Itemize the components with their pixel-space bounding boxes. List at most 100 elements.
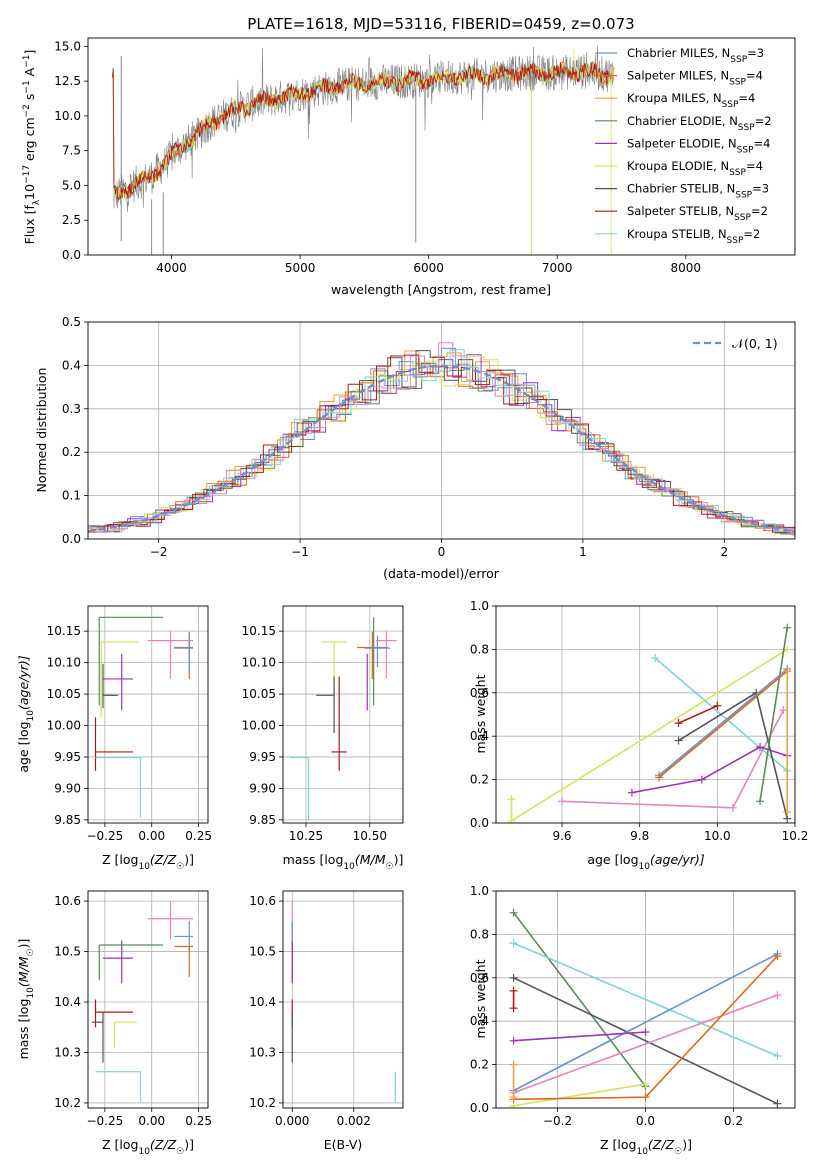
y-tick-label: 10.5 [54, 945, 81, 959]
x-tick-label: 2 [720, 545, 728, 559]
histogram-step [88, 355, 795, 533]
label-part: Chabrier STELIB, [627, 182, 727, 196]
y-tick-label: 10.05 [242, 687, 276, 701]
label-part: 10 [639, 862, 651, 872]
y-tick-label: 10.3 [54, 1045, 81, 1059]
x-tick-label: 0.2 [724, 1114, 743, 1128]
legend-entry: Salpeter ELODIE, NSSP=4 [627, 136, 770, 155]
z-weight-axes: −0.2 0.0 0.2 0.0 0.2 0.4 0.6 0.8 1.0 Z [log10(Z/Z… [470, 884, 796, 1157]
y-tick-label: 10.00 [242, 719, 276, 733]
label-part: Z [log [102, 1137, 138, 1152]
x-tick-label: 4000 [156, 261, 187, 275]
label-part: N [713, 91, 722, 105]
y-tick-label: 10.4 [249, 995, 276, 1009]
label-part: SSP [734, 213, 751, 223]
label-part: ☉ [26, 948, 36, 956]
y-tick-label: 0.2 [470, 773, 489, 787]
y-tick-label: 1.0 [470, 599, 489, 613]
x-tick-label: 5000 [285, 261, 316, 275]
label-part: −17 [22, 165, 32, 184]
label-part: 10 [138, 862, 150, 872]
legend-entry: Chabrier STELIB, NSSP=3 [627, 182, 769, 201]
y-tick-label: 9.85 [54, 813, 81, 827]
axes-frame [495, 605, 796, 824]
x-tick-label: −0.25 [86, 829, 123, 843]
y-tick-label: 12.5 [54, 74, 81, 88]
weight-line [631, 746, 788, 794]
label-part: Chabrier MILES, [627, 46, 722, 60]
label-part: A [22, 67, 37, 80]
x-axis-label: E(B-V) [324, 1137, 363, 1152]
y-tick-label: 10.05 [47, 687, 81, 701]
label-part: ☉ [176, 1147, 184, 1157]
label-part: mass [log [16, 999, 31, 1060]
label-part: ☉ [674, 1147, 682, 1157]
axes-frame [87, 37, 796, 256]
label-part: mass [log [283, 852, 344, 867]
y-tick-label: 9.90 [249, 781, 276, 795]
label-part: )] [184, 1137, 194, 1152]
x-tick-label: 0.25 [185, 1114, 212, 1128]
y-tick-label: 0.0 [470, 816, 489, 830]
label-part: 10 [138, 1147, 150, 1157]
y-tick-label: 0.1 [62, 489, 81, 503]
label-part: 10 [343, 862, 355, 872]
label-part: Kroupa MILES, [627, 91, 713, 105]
label-part: N [729, 114, 738, 128]
x-tick-label: 9.8 [630, 829, 649, 843]
y-tick-label: 10.15 [47, 624, 81, 638]
legend-entry: Chabrier ELODIE, NSSP=2 [627, 114, 772, 133]
x-axis-label: Z [log10(Z/Z☉)] [102, 1137, 194, 1157]
axes-frame [87, 890, 209, 1109]
axes-frame [87, 321, 796, 540]
y-tick-label: 7.5 [62, 144, 81, 158]
y-tick-label: 0.4 [470, 729, 489, 743]
x-axis-label: (data-model)/error [383, 566, 500, 581]
y-tick-label: 10.10 [242, 656, 276, 670]
label-part: =4 [746, 159, 763, 173]
label-part: N [722, 46, 731, 60]
weight-line [512, 912, 647, 1087]
label-part: 10 [636, 1147, 648, 1157]
histogram-step [88, 354, 795, 533]
label-part: Salpeter ELODIE, [627, 136, 728, 150]
label-part: Z [log [600, 1137, 636, 1152]
label-part: Salpeter MILES, [627, 69, 720, 83]
y-tick-label: 5.0 [62, 178, 81, 192]
label-part: )] [184, 852, 194, 867]
axes-frame [282, 890, 404, 1109]
label-part: )] [394, 852, 404, 867]
axes-frame [282, 605, 404, 824]
y-tick-label: 0.0 [62, 248, 81, 262]
x-tick-label: 8000 [670, 261, 701, 275]
weight-line [658, 668, 788, 776]
label-part: SSP [729, 78, 746, 88]
x-tick-label: 6000 [413, 261, 444, 275]
y-tick-label: 10.5 [249, 945, 276, 959]
y-axis-label: mass weight [473, 674, 488, 753]
y-tick-label: 9.85 [249, 813, 276, 827]
y-tick-label: 9.95 [54, 750, 81, 764]
x-axis-label: age [log10(age/yr)] [587, 852, 704, 872]
label-part: (M/M [16, 956, 31, 987]
y-tick-label: 10.10 [47, 656, 81, 670]
normal-curve [88, 364, 793, 533]
label-part: N [720, 69, 729, 83]
x-tick-label: 1 [579, 545, 587, 559]
label-part: SSP [729, 168, 746, 178]
y-tick-label: 0.8 [470, 642, 489, 656]
x-tick-label: 0.25 [185, 829, 212, 843]
label-part: 10 [26, 710, 36, 722]
ebv-mass-axes: 0.000 0.002 10.2 10.3 10.4 10.5 10.6 E(B-V) [249, 890, 404, 1152]
y-tick-label: 10.6 [249, 894, 276, 908]
label-part: SSP [727, 236, 744, 246]
weight-line [759, 627, 789, 802]
x-tick-label: 7000 [542, 261, 573, 275]
model-salpeter-stelib [112, 62, 609, 201]
y-tick-label: 10.15 [242, 624, 276, 638]
y-tick-label: 10.00 [47, 719, 81, 733]
